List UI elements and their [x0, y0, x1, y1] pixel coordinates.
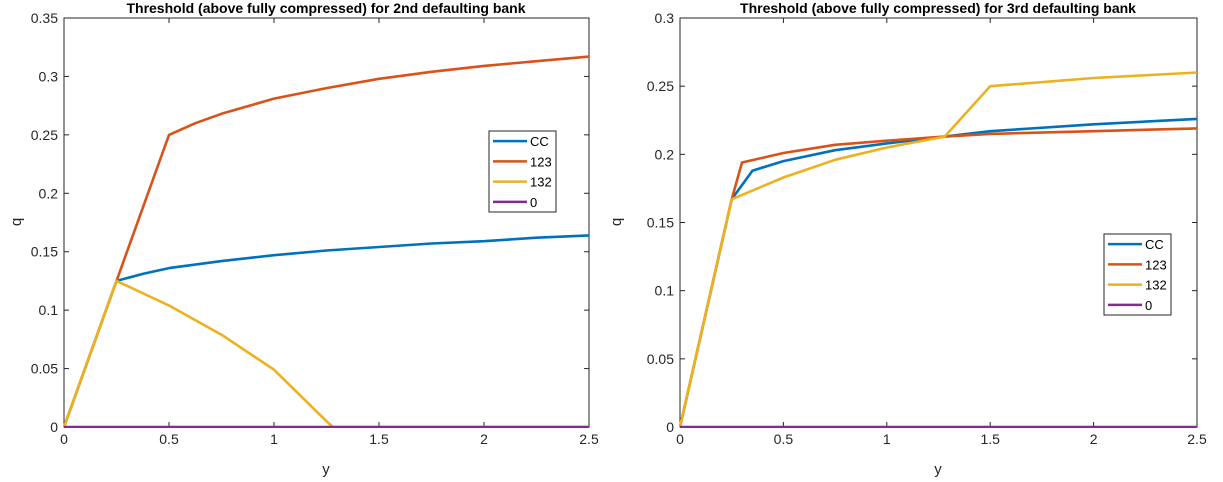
y-axis-label: q: [8, 218, 25, 226]
y-axis-label: q: [608, 218, 625, 226]
x-tick-label: 2.5: [1187, 431, 1207, 447]
series-line-132: [679, 71, 1198, 428]
x-tick-label: 0.5: [774, 431, 794, 447]
x-axis-label: y: [934, 461, 942, 478]
legend-box: [488, 130, 557, 213]
legend-label-CC: CC: [530, 134, 549, 149]
legend-label-0: 0: [1145, 298, 1152, 313]
chart-title: Threshold (above fully compressed) for 3…: [740, 0, 1136, 16]
legend-label-123: 123: [1145, 257, 1167, 272]
y-tick-label: 0.05: [31, 361, 58, 377]
x-tick-label: 2: [480, 431, 488, 447]
legend-label-132: 132: [1145, 278, 1167, 293]
series-line-123: [63, 55, 590, 428]
x-tick-label: 0: [676, 431, 684, 447]
plot-area: [63, 17, 590, 428]
x-tick-label: 0.5: [159, 431, 179, 447]
y-tick-label: 0.05: [647, 351, 674, 367]
chart-left: Threshold (above fully compressed) for 2…: [8, 0, 599, 478]
series-line-132: [63, 279, 589, 428]
legend-label-123: 123: [530, 154, 552, 169]
y-tick-label: 0.3: [39, 68, 59, 84]
y-tick-label: 0.35: [31, 10, 58, 26]
y-tick-label: 0.15: [647, 215, 674, 231]
y-tick-label: 0.25: [31, 127, 58, 143]
x-tick-label: 2: [1090, 431, 1098, 447]
legend-label-CC: CC: [1145, 237, 1164, 252]
y-tick-label: 0.3: [655, 10, 675, 26]
chart-title: Threshold (above fully compressed) for 2…: [126, 0, 525, 16]
y-tick-label: 0: [50, 419, 58, 435]
series-line-CC: [63, 234, 590, 428]
legend-label-0: 0: [530, 195, 537, 210]
plot-area: [679, 17, 1198, 428]
x-tick-label: 1.5: [980, 431, 1000, 447]
x-tick-label: 0: [60, 431, 68, 447]
legend: CC 123 132 0: [488, 130, 557, 213]
y-tick-label: 0: [666, 419, 674, 435]
y-tick-label: 0.2: [655, 146, 675, 162]
series-line-CC: [679, 117, 1198, 428]
legend-box: [1103, 233, 1172, 316]
y-tick-label: 0.1: [655, 283, 675, 299]
y-tick-label: 0.2: [39, 185, 59, 201]
x-axis-label: y: [322, 461, 330, 478]
x-tick-label: 1: [270, 431, 278, 447]
series-line-123: [679, 127, 1198, 428]
y-tick-label: 0.15: [31, 244, 58, 260]
legend: CC 123 132 0: [1103, 233, 1172, 316]
chart-right: Threshold (above fully compressed) for 3…: [608, 0, 1207, 478]
y-tick-label: 0.25: [647, 78, 674, 94]
x-tick-label: 2.5: [579, 431, 599, 447]
y-tick-label: 0.1: [39, 302, 59, 318]
x-tick-label: 1.5: [369, 431, 389, 447]
x-tick-label: 1: [883, 431, 891, 447]
legend-label-132: 132: [530, 175, 552, 190]
